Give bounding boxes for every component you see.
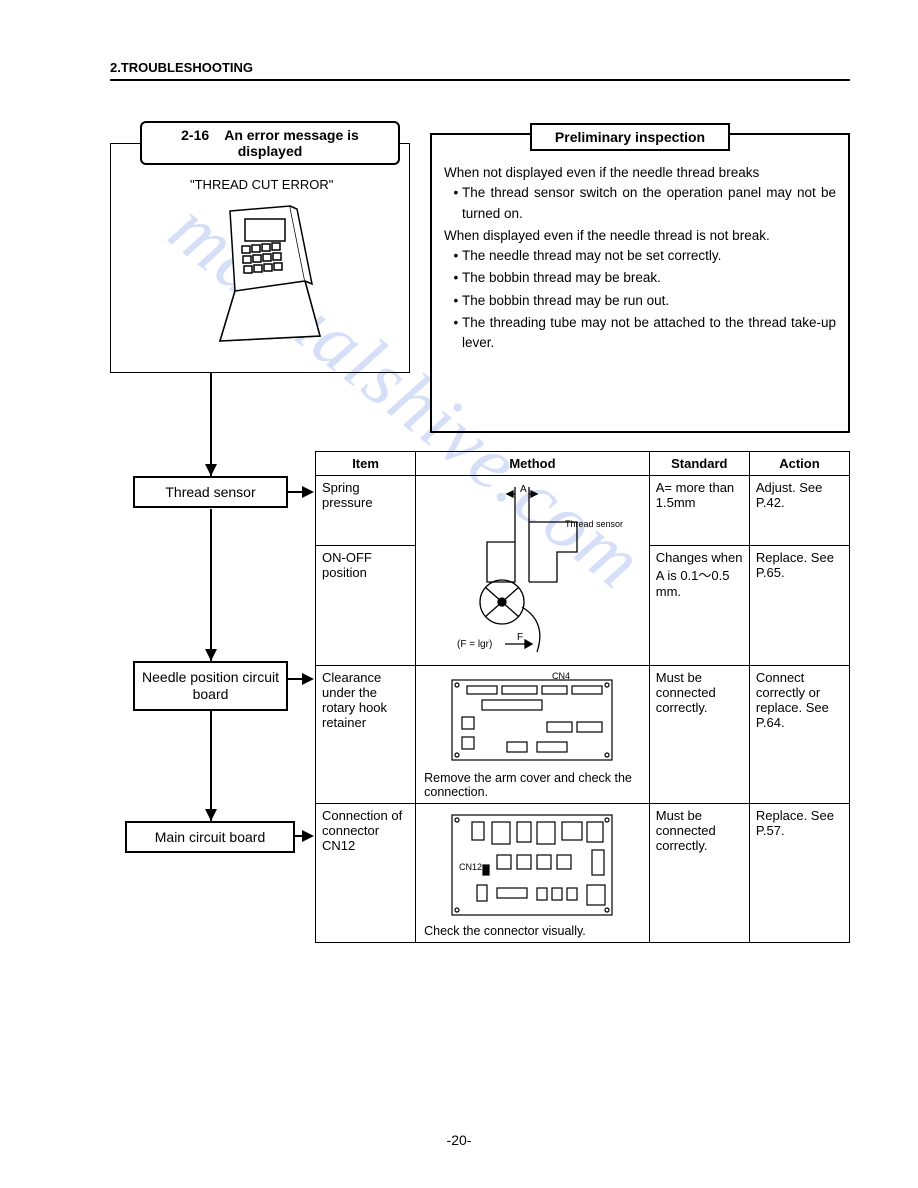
cell-standard: Must be connected correctly.	[649, 666, 749, 804]
flow-box-thread-sensor: Thread sensor	[133, 476, 288, 508]
th-standard: Standard	[649, 452, 749, 476]
cell-method-diagram: A Thread sensor (F = lgr)	[416, 476, 650, 666]
cell-standard: Changes when A is 0.1～0.5 mm.	[649, 546, 749, 666]
error-label: "THREAD CUT ERROR"	[190, 177, 333, 192]
th-method: Method	[416, 452, 650, 476]
svg-text:F: F	[517, 632, 523, 643]
arrow-right-icon	[302, 486, 314, 498]
flow-line	[210, 509, 212, 661]
cell-item: Clearance under the rotary hook retainer	[316, 666, 416, 804]
arrow-right-icon	[302, 673, 314, 685]
cell-method-diagram: CN12 Check the connector visually.	[416, 804, 650, 943]
method-caption: Check the connector visually.	[422, 924, 643, 938]
prelim-bullets-2: The needle thread may not be set correct…	[444, 246, 836, 353]
prelim-bullet: The thread sensor switch on the operatio…	[462, 183, 836, 224]
svg-text:CN12: CN12	[459, 862, 482, 872]
prelim-bullet: The threading tube may not be attached t…	[462, 313, 836, 354]
arrow-down-icon	[205, 464, 217, 476]
cell-action: Replace. See P.57.	[749, 804, 849, 943]
svg-text:Thread sensor: Thread sensor	[565, 519, 623, 529]
th-action: Action	[749, 452, 849, 476]
troubleshoot-table: Item Method Standard Action Spring press…	[315, 451, 850, 943]
cell-action: Replace. See P.65.	[749, 546, 849, 666]
circuit-board-diagram-1: CN4	[447, 672, 617, 767]
prelim-frame: When not displayed even if the needle th…	[430, 133, 850, 433]
arrow-down-icon	[205, 809, 217, 821]
title-num: 2-16	[181, 127, 209, 143]
svg-text:CN4: CN4	[552, 672, 570, 681]
cell-item: Connection of connector CN12	[316, 804, 416, 943]
prelim-title-box: Preliminary inspection	[530, 123, 730, 151]
circuit-board-diagram-2: CN12	[447, 810, 617, 920]
th-item: Item	[316, 452, 416, 476]
method-caption: Remove the arm cover and check the conne…	[422, 771, 643, 799]
flow-line	[210, 373, 212, 476]
cell-standard: A= more than 1.5mm	[649, 476, 749, 546]
thread-sensor-diagram: A Thread sensor (F = lgr)	[437, 482, 627, 657]
title-text: An error message is displayed	[224, 127, 359, 159]
prelim-bullet: The bobbin thread may be break.	[462, 268, 836, 288]
prelim-bullet: The needle thread may not be set correct…	[462, 246, 836, 266]
table-header-row: Item Method Standard Action	[316, 452, 850, 476]
table-row: Spring pressure A Thread sensor	[316, 476, 850, 546]
prelim-intro-1: When not displayed even if the needle th…	[444, 163, 836, 183]
flowchart-frame: 2-16 An error message is displayed "THRE…	[110, 121, 850, 991]
cell-item: ON-OFF position	[316, 546, 416, 666]
section-header: 2.TROUBLESHOOTING	[110, 60, 850, 81]
flow-line	[210, 694, 212, 821]
arrow-right-icon	[302, 830, 314, 842]
page-content: 2.TROUBLESHOOTING 2-16 An error message …	[110, 60, 860, 991]
prelim-bullets-1: The thread sensor switch on the operatio…	[444, 183, 836, 224]
svg-text:(F = lgr): (F = lgr)	[457, 639, 492, 650]
cell-method-diagram: CN4 Remove the arm cover and check the c…	[416, 666, 650, 804]
flow-box-needle-position: Needle position circuit board	[133, 661, 288, 711]
arrow-down-icon	[205, 649, 217, 661]
cell-action: Connect correctly or replace. See P.64.	[749, 666, 849, 804]
device-illustration	[190, 201, 350, 351]
table-row: Clearance under the rotary hook retainer…	[316, 666, 850, 804]
table-row: Connection of connector CN12 CN12	[316, 804, 850, 943]
cell-standard: Must be connected correctly.	[649, 804, 749, 943]
flow-box-main-circuit: Main circuit board	[125, 821, 295, 853]
prelim-intro-2: When displayed even if the needle thread…	[444, 226, 836, 246]
flow-line	[288, 491, 303, 493]
svg-text:A: A	[520, 484, 527, 495]
title-box: 2-16 An error message is displayed	[140, 121, 400, 165]
flow-line	[288, 678, 303, 680]
cell-action: Adjust. See P.42.	[749, 476, 849, 546]
page-number: -20-	[0, 1132, 918, 1148]
prelim-bullet: The bobbin thread may be run out.	[462, 291, 836, 311]
cell-item: Spring pressure	[316, 476, 416, 546]
